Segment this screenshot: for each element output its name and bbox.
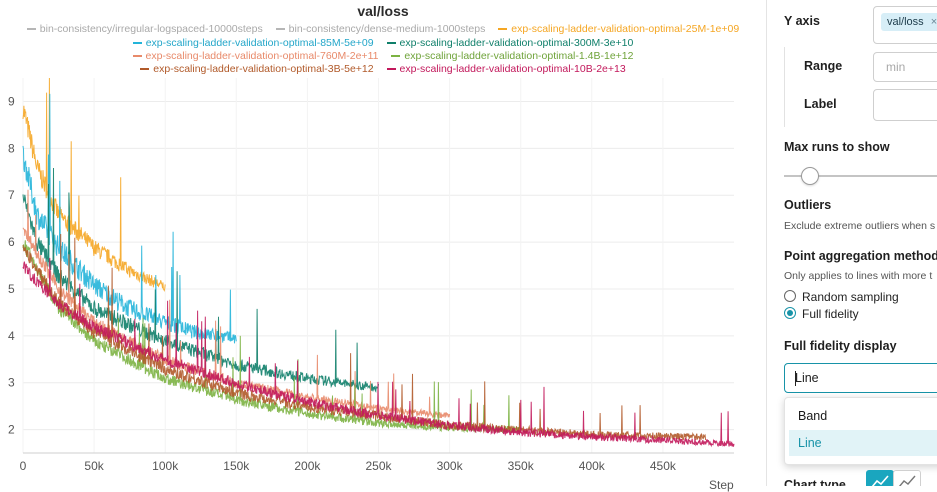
- y-axis-label: Y axis: [784, 14, 820, 28]
- legend-label: exp-scaling-ladder-validation-optimal-25…: [511, 23, 740, 35]
- option-label: Band: [798, 409, 828, 423]
- y-tick-label: 7: [8, 188, 15, 202]
- legend-label: exp-scaling-ladder-validation-optimal-3B…: [153, 63, 374, 75]
- x-tick-label: 150k: [223, 459, 250, 473]
- range-min-input[interactable]: min: [873, 52, 937, 82]
- radio-full-fidelity[interactable]: Full fidelity: [784, 307, 859, 321]
- max-runs-slider-track[interactable]: [784, 175, 937, 177]
- legend-swatch: [132, 42, 142, 45]
- legend-row-2: exp-scaling-ladder-validation-optimal-85…: [0, 37, 766, 49]
- x-tick-label: 300k: [437, 459, 464, 473]
- legend-item[interactable]: exp-scaling-ladder-validation-optimal-25…: [498, 23, 739, 35]
- outliers-label: Outliers: [784, 198, 832, 212]
- legend-label: exp-scaling-ladder-validation-optimal-85…: [145, 37, 374, 49]
- legend-swatch: [498, 28, 508, 31]
- range-min-placeholder: min: [886, 60, 906, 74]
- x-tick-label: 100k: [152, 459, 179, 473]
- point-aggregation-description: Only applies to lines with more t: [784, 270, 933, 282]
- max-runs-label: Max runs to show: [784, 140, 890, 154]
- legend-label: bin-consistency/dense-medium-1000steps: [288, 23, 486, 35]
- outliers-description: Exclude extreme outliers when s: [784, 220, 936, 232]
- legend-label: exp-scaling-ladder-validation-optimal-1.…: [404, 50, 634, 62]
- legend-item[interactable]: bin-consistency/dense-medium-1000steps: [275, 23, 486, 35]
- legend-item[interactable]: exp-scaling-ladder-validation-optimal-76…: [132, 50, 379, 62]
- legend-item[interactable]: exp-scaling-ladder-validation-optimal-85…: [132, 37, 374, 49]
- legend-item[interactable]: exp-scaling-ladder-validation-optimal-1.…: [391, 50, 633, 62]
- legend-swatch: [275, 28, 285, 31]
- line-chart-icon[interactable]: [866, 470, 894, 486]
- x-tick-label: 350k: [508, 459, 535, 473]
- legend-swatch: [386, 68, 396, 71]
- chart-title: val/loss: [357, 3, 409, 19]
- legend-row-4: exp-scaling-ladder-validation-optimal-3B…: [0, 63, 766, 75]
- y-tick-label: 4: [8, 329, 15, 343]
- series-line[interactable]: [22, 257, 735, 448]
- chart-type-label: Chart type: [784, 478, 846, 486]
- legend-row-3: exp-scaling-ladder-validation-optimal-76…: [0, 50, 766, 62]
- area-chart-icon[interactable]: [893, 470, 921, 486]
- y-axis-tag-label: val/loss: [887, 16, 924, 28]
- chart-panel: 2 3 4 5 6 7 8 9 0 50k 100k 150k 200k 250k 300k 350k 400k…: [0, 0, 766, 492]
- y-tick-label: 2: [8, 423, 15, 437]
- point-aggregation-label: Point aggregation method: [784, 249, 937, 263]
- max-runs-slider-handle[interactable]: [801, 167, 819, 185]
- x-tick-label: 200k: [294, 459, 321, 473]
- legend-label: bin-consistency/irregular-logspaced-1000…: [39, 23, 263, 35]
- legend-label: exp-scaling-ladder-validation-optimal-10…: [399, 63, 626, 75]
- legend-label: exp-scaling-ladder-validation-optimal-76…: [145, 50, 379, 62]
- x-axis-label: Step: [709, 478, 734, 492]
- x-tick-label: 450k: [650, 459, 677, 473]
- dropdown-option-band[interactable]: Band: [789, 403, 937, 429]
- series-line[interactable]: [22, 167, 379, 393]
- axis-label-input[interactable]: [873, 89, 937, 121]
- label-label: Label: [804, 97, 837, 111]
- text-cursor: [795, 371, 796, 386]
- x-tick-label: 0: [20, 459, 27, 473]
- line-chart-glyph: [871, 475, 889, 486]
- legend-row-1: bin-consistency/irregular-logspaced-1000…: [0, 23, 766, 35]
- series-line[interactable]: [22, 93, 237, 344]
- legend-swatch: [386, 42, 396, 45]
- y-tick-label: 3: [8, 376, 15, 390]
- legend-swatch: [391, 55, 401, 58]
- legend-label: exp-scaling-ladder-validation-optimal-30…: [399, 37, 634, 49]
- full-fidelity-display-label: Full fidelity display: [784, 339, 897, 353]
- chart-settings-panel: Y axis val/loss × Range min Label Max ru…: [767, 0, 937, 486]
- x-tick-label: 400k: [579, 459, 606, 473]
- y-tick-label: 6: [8, 235, 15, 249]
- random-sampling-label: Random sampling: [802, 290, 899, 304]
- range-label: Range: [804, 59, 843, 73]
- close-icon[interactable]: ×: [930, 16, 937, 28]
- radio-checked-icon[interactable]: [784, 307, 796, 319]
- area-chart-glyph: [898, 475, 916, 486]
- full-fidelity-label: Full fidelity: [802, 307, 859, 321]
- option-label: Line: [798, 436, 822, 450]
- y-tick-label: 9: [8, 94, 15, 108]
- x-tick-label: 50k: [84, 459, 104, 473]
- legend-item[interactable]: exp-scaling-ladder-validation-optimal-3B…: [140, 63, 374, 75]
- loss-chart[interactable]: 2 3 4 5 6 7 8 9 0 50k 100k 150k 200k 250k 300k 350k 400k…: [0, 0, 766, 486]
- y-axis-tag[interactable]: val/loss ×: [881, 13, 937, 31]
- display-dropdown-menu: Band Line: [784, 397, 937, 465]
- radio-random-sampling[interactable]: Random sampling: [784, 290, 899, 304]
- legend-swatch: [140, 68, 150, 71]
- y-axis-group-divider: [784, 47, 785, 127]
- display-select-value: Line: [795, 371, 819, 385]
- legend-swatch: [132, 55, 142, 58]
- series-line[interactable]: [22, 240, 522, 434]
- panel-divider: [766, 0, 767, 486]
- legend-item[interactable]: exp-scaling-ladder-validation-optimal-10…: [386, 63, 626, 75]
- dropdown-option-line[interactable]: Line: [789, 430, 937, 456]
- legend-item[interactable]: exp-scaling-ladder-validation-optimal-30…: [386, 37, 634, 49]
- x-tick-label: 250k: [365, 459, 392, 473]
- legend-item[interactable]: bin-consistency/irregular-logspaced-1000…: [26, 23, 263, 35]
- legend-swatch: [26, 28, 36, 31]
- y-tick-label: 5: [8, 282, 15, 296]
- full-fidelity-display-select[interactable]: Line: [784, 363, 937, 393]
- radio-circle-icon[interactable]: [784, 290, 796, 302]
- y-tick-label: 8: [8, 141, 15, 155]
